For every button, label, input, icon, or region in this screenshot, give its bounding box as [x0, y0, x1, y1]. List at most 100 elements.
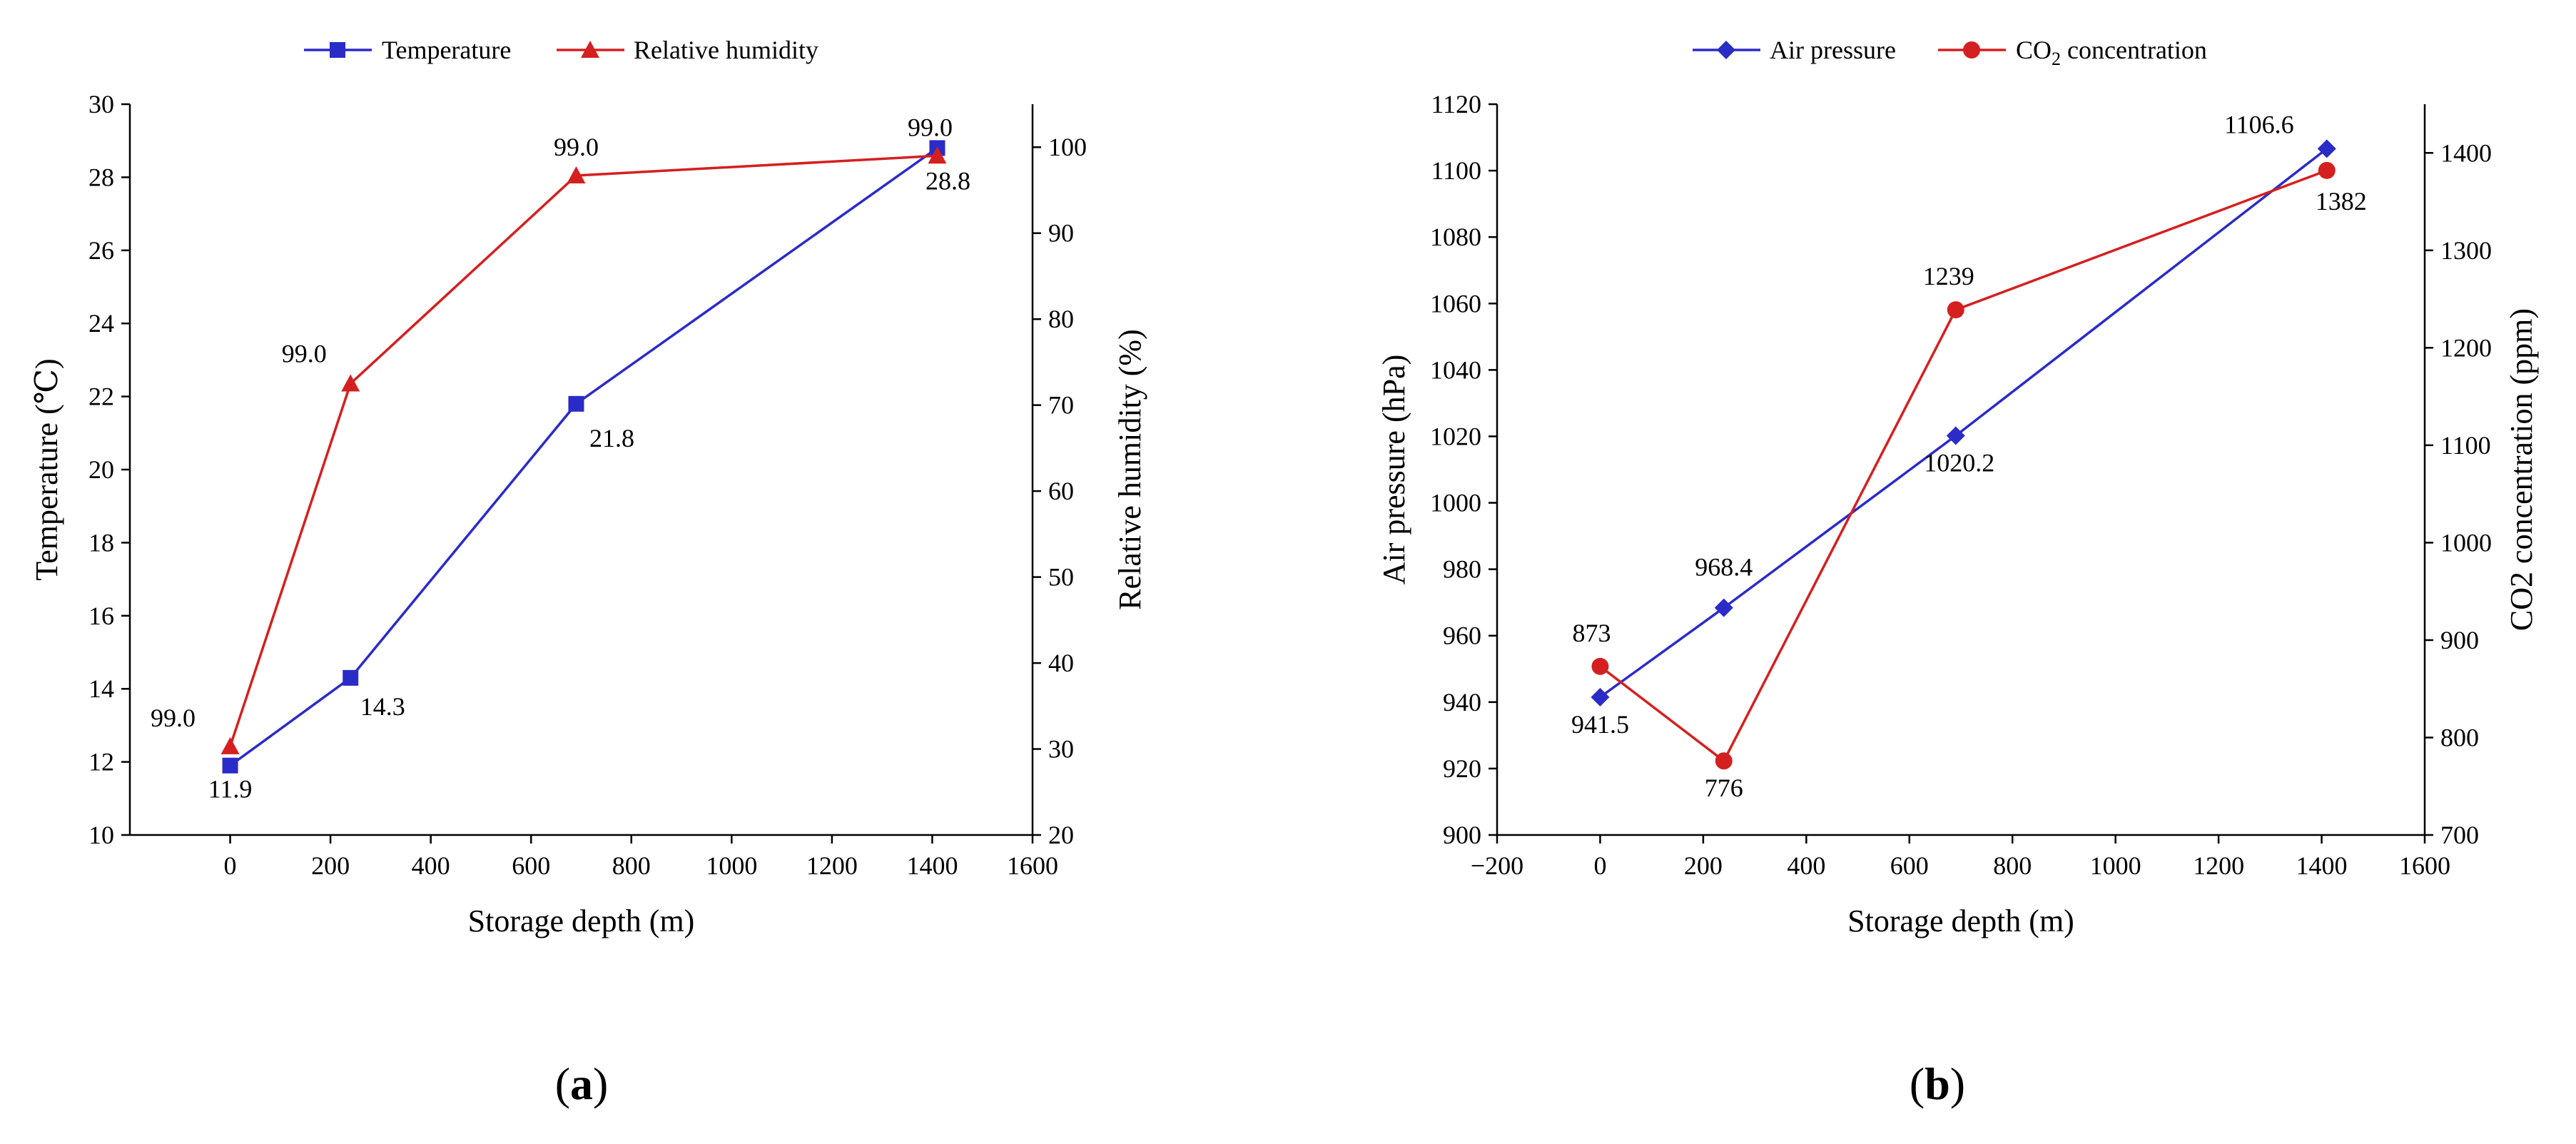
left-y-tick-label: 20 — [88, 455, 114, 484]
data-point-circle — [1591, 657, 1609, 675]
series-line-temperature — [229, 147, 938, 767]
left-y-tick-label: 30 — [88, 90, 114, 118]
data-point-triangle — [220, 736, 240, 754]
left-y-tick-label: 16 — [88, 602, 114, 630]
data-label: 873 — [1572, 619, 1611, 647]
left-y-tick-label: 28 — [88, 163, 114, 191]
x-tick-label: 1000 — [2090, 851, 2141, 880]
left-y-tick-label: 1060 — [1430, 289, 1481, 318]
x-tick-label: 800 — [1993, 851, 2032, 880]
data-label: 28.8 — [926, 166, 970, 195]
left-y-tick-label: 960 — [1443, 622, 1481, 650]
right-y-tick-label: 90 — [1048, 219, 1074, 248]
left-y-tick-label: 24 — [88, 309, 114, 338]
left-y-axis-title: Air pressure (hPa) — [1376, 355, 1411, 585]
x-tick-label: −200 — [1471, 851, 1523, 880]
x-axis-title: Storage depth (m) — [1847, 903, 2074, 938]
data-point-diamond — [1946, 426, 1965, 445]
data-point-circle — [2318, 161, 2336, 179]
data-label: 1382 — [2316, 187, 2367, 216]
right-y-tick-label: 20 — [1048, 821, 1074, 849]
x-tick-label: 200 — [311, 851, 350, 880]
data-label: 99.0 — [908, 113, 953, 141]
left-y-tick-label: 1100 — [1431, 156, 1481, 185]
data-label: 21.8 — [589, 424, 634, 452]
data-point-square — [343, 669, 359, 686]
left-y-tick-label: 1080 — [1430, 223, 1481, 251]
left-y-tick-label: 1000 — [1430, 489, 1481, 517]
legend-label: Air pressure — [1770, 36, 1896, 64]
x-tick-label: 0 — [224, 851, 237, 880]
right-y-tick-label: 1300 — [2440, 236, 2492, 265]
data-label: 941.5 — [1571, 710, 1629, 739]
left-y-tick-label: 18 — [88, 528, 114, 557]
right-y-tick-label: 1100 — [2440, 431, 2491, 460]
data-point-triangle — [567, 166, 586, 183]
right-y-tick-label: 700 — [2440, 821, 2479, 849]
left-y-tick-label: 900 — [1443, 821, 1481, 849]
legend-label: CO2 concentration — [2016, 36, 2207, 69]
x-tick-label: 400 — [412, 851, 450, 880]
data-point-square — [222, 757, 238, 774]
x-tick-label: 1400 — [2296, 851, 2348, 880]
right-y-tick-label: 1000 — [2440, 528, 2492, 557]
x-tick-label: 600 — [512, 851, 550, 880]
right-y-tick-label: 100 — [1048, 133, 1087, 161]
data-point-diamond — [1591, 687, 1610, 707]
legend-marker-circle — [1963, 41, 1980, 59]
right-y-tick-label: 80 — [1048, 305, 1074, 333]
x-tick-label: 200 — [1684, 851, 1723, 880]
data-label: 99.0 — [554, 133, 599, 161]
left-y-tick-label: 980 — [1443, 555, 1481, 584]
legend-marker-square — [330, 42, 345, 58]
data-point-circle — [1947, 301, 1964, 319]
data-label: 1106.6 — [2224, 110, 2294, 138]
right-y-tick-label: 800 — [2440, 723, 2479, 751]
data-point-triangle — [341, 374, 360, 392]
data-label: 1239 — [1923, 262, 1974, 290]
left-y-tick-label: 10 — [88, 821, 114, 849]
data-point-diamond — [2317, 139, 2336, 158]
legend-label: Temperature — [382, 36, 511, 64]
data-point-diamond — [1714, 598, 1733, 617]
data-point-circle — [1715, 752, 1733, 770]
left-y-tick-label: 26 — [88, 236, 114, 265]
x-tick-label: 400 — [1787, 851, 1825, 880]
left-y-axis-title: Temperature (℃) — [29, 358, 64, 580]
right-y-tick-label: 60 — [1048, 477, 1074, 505]
left-y-tick-label: 22 — [88, 383, 114, 411]
data-point-square — [568, 395, 584, 412]
x-tick-label: 1600 — [1007, 851, 1058, 880]
right-y-tick-label: 900 — [2440, 626, 2479, 654]
data-label: 99.0 — [282, 340, 327, 368]
right-y-tick-label: 70 — [1048, 391, 1074, 420]
x-axis-title: Storage depth (m) — [468, 903, 695, 938]
left-y-tick-label: 940 — [1443, 688, 1481, 717]
right-y-tick-label: 30 — [1048, 735, 1074, 764]
right-y-tick-label: 40 — [1048, 649, 1074, 677]
data-point-triangle — [928, 146, 947, 164]
data-label: 1020.2 — [1924, 449, 1994, 477]
x-tick-label: 1000 — [706, 851, 757, 880]
left-y-tick-label: 1040 — [1430, 355, 1481, 384]
left-y-tick-label: 14 — [88, 674, 114, 703]
right-y-tick-label: 50 — [1048, 563, 1074, 592]
left-y-tick-label: 920 — [1443, 754, 1481, 783]
right-y-axis-title: Relative humidity (%) — [1112, 329, 1147, 609]
left-y-tick-label: 12 — [88, 748, 114, 776]
data-label: 14.3 — [360, 692, 405, 721]
legend-marker-triangle — [581, 41, 599, 58]
series-line-co2-concentration — [1599, 169, 2328, 763]
right-y-tick-label: 1200 — [2440, 333, 2492, 362]
x-tick-label: 1200 — [806, 851, 858, 880]
right-y-axis-title: CO2 concentration (ppm) — [2504, 308, 2539, 631]
chart-panel-b: −200 0 200 400 600 800 1000 1200 1400 1600 900 920 9… — [1376, 36, 2539, 1109]
x-tick-label: 0 — [1593, 851, 1606, 880]
left-y-tick-label: 1120 — [1431, 90, 1481, 118]
series-line-relative-humidity — [228, 154, 938, 747]
legend-label: Relative humidity — [634, 36, 818, 64]
left-y-tick-label: 1020 — [1430, 422, 1481, 450]
data-label: 11.9 — [208, 775, 253, 804]
data-label: 968.4 — [1695, 553, 1753, 582]
